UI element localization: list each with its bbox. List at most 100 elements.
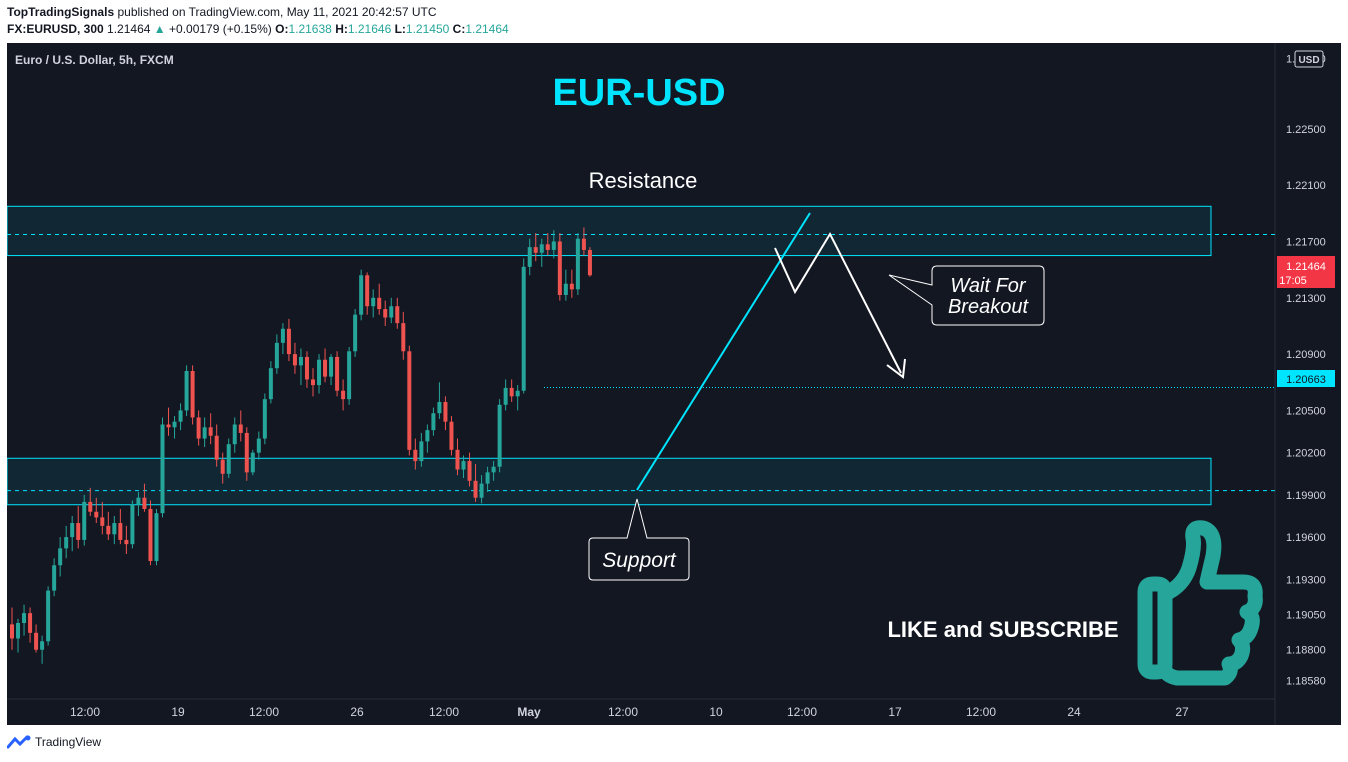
candle[interactable]: [335, 351, 340, 397]
candle[interactable]: [419, 432, 424, 467]
candle[interactable]: [413, 438, 418, 470]
chart-panel[interactable]: EUR-USD Euro / U.S. Dollar, 5h, FXCM Res…: [7, 43, 1341, 725]
candle[interactable]: [551, 230, 556, 259]
candle[interactable]: [10, 607, 14, 650]
candle[interactable]: [527, 238, 532, 276]
candle[interactable]: [142, 483, 147, 512]
candle[interactable]: [533, 233, 538, 262]
candle[interactable]: [268, 361, 273, 404]
candle[interactable]: [455, 438, 460, 476]
candle[interactable]: [112, 515, 117, 545]
candle[interactable]: [569, 269, 574, 298]
candle[interactable]: [94, 497, 99, 524]
candle[interactable]: [575, 233, 580, 295]
candle[interactable]: [256, 431, 261, 460]
candle[interactable]: [100, 501, 105, 535]
candle[interactable]: [178, 403, 183, 431]
candle[interactable]: [202, 417, 207, 448]
candle[interactable]: [220, 452, 225, 484]
candle[interactable]: [473, 463, 478, 502]
candle[interactable]: [22, 604, 27, 636]
candle[interactable]: [148, 500, 153, 566]
candle[interactable]: [46, 586, 51, 646]
candle[interactable]: [377, 283, 382, 315]
candle[interactable]: [82, 494, 87, 546]
candle[interactable]: [292, 342, 297, 374]
candle[interactable]: [383, 300, 388, 326]
tradingview-logo[interactable]: TradingView: [7, 735, 101, 749]
candle[interactable]: [196, 410, 201, 446]
candle[interactable]: [40, 635, 45, 664]
candle[interactable]: [371, 289, 376, 318]
candle[interactable]: [28, 607, 33, 643]
candle[interactable]: [563, 269, 568, 301]
candle[interactable]: [557, 233, 562, 301]
candle[interactable]: [250, 449, 255, 476]
candle[interactable]: [485, 466, 490, 493]
candle[interactable]: [172, 416, 177, 439]
candle[interactable]: [341, 379, 346, 411]
candle[interactable]: [208, 413, 213, 445]
candle[interactable]: [347, 347, 352, 405]
candle[interactable]: [166, 407, 171, 436]
candle[interactable]: [136, 492, 141, 516]
candle[interactable]: [353, 309, 358, 357]
candle[interactable]: [581, 227, 586, 256]
candle[interactable]: [389, 297, 394, 324]
price-chart[interactable]: EUR-USD Euro / U.S. Dollar, 5h, FXCM Res…: [7, 43, 1341, 725]
candle[interactable]: [323, 348, 328, 383]
candle[interactable]: [587, 247, 592, 277]
candle[interactable]: [262, 393, 267, 445]
candle[interactable]: [244, 427, 249, 481]
candle[interactable]: [286, 318, 291, 362]
support-callout[interactable]: [588, 498, 690, 581]
author-name[interactable]: TopTradingSignals: [7, 5, 115, 19]
candle[interactable]: [521, 258, 526, 394]
candle[interactable]: [88, 487, 93, 516]
candle[interactable]: [304, 351, 309, 388]
projection-path[interactable]: [774, 231, 902, 374]
candle[interactable]: [311, 368, 315, 397]
candle[interactable]: [238, 410, 243, 442]
candle[interactable]: [130, 500, 135, 549]
candle[interactable]: [16, 618, 21, 653]
candle[interactable]: [479, 475, 484, 504]
candle[interactable]: [503, 379, 508, 411]
candle[interactable]: [226, 438, 231, 478]
candle[interactable]: [232, 417, 237, 453]
candle[interactable]: [274, 334, 279, 374]
candle[interactable]: [431, 407, 436, 436]
candle[interactable]: [76, 506, 81, 549]
candle[interactable]: [58, 537, 63, 577]
candle[interactable]: [214, 424, 219, 467]
candle[interactable]: [395, 297, 400, 329]
candle[interactable]: [34, 624, 39, 653]
resistance-zone[interactable]: [7, 205, 1212, 257]
breakout-callout[interactable]: [888, 265, 1045, 326]
candle[interactable]: [280, 323, 285, 355]
candle[interactable]: [118, 508, 123, 545]
candle[interactable]: [317, 354, 322, 394]
candle[interactable]: [509, 379, 514, 402]
candle[interactable]: [545, 233, 550, 256]
candle[interactable]: [298, 348, 303, 386]
candle[interactable]: [124, 525, 129, 555]
candle[interactable]: [407, 345, 412, 456]
candle[interactable]: [64, 525, 69, 559]
candle[interactable]: [329, 354, 334, 386]
candle[interactable]: [184, 365, 189, 417]
candle[interactable]: [515, 385, 520, 411]
currency-badge[interactable]: [1294, 50, 1324, 68]
candle[interactable]: [190, 365, 195, 425]
candle[interactable]: [497, 399, 502, 473]
candle[interactable]: [425, 424, 430, 453]
candle[interactable]: [491, 461, 496, 481]
candle[interactable]: [467, 452, 472, 487]
candle[interactable]: [443, 396, 448, 431]
candle[interactable]: [449, 416, 454, 456]
candle[interactable]: [70, 515, 75, 552]
candle[interactable]: [154, 508, 159, 566]
candle[interactable]: [359, 269, 364, 321]
candle[interactable]: [539, 238, 544, 267]
candle[interactable]: [160, 417, 165, 518]
